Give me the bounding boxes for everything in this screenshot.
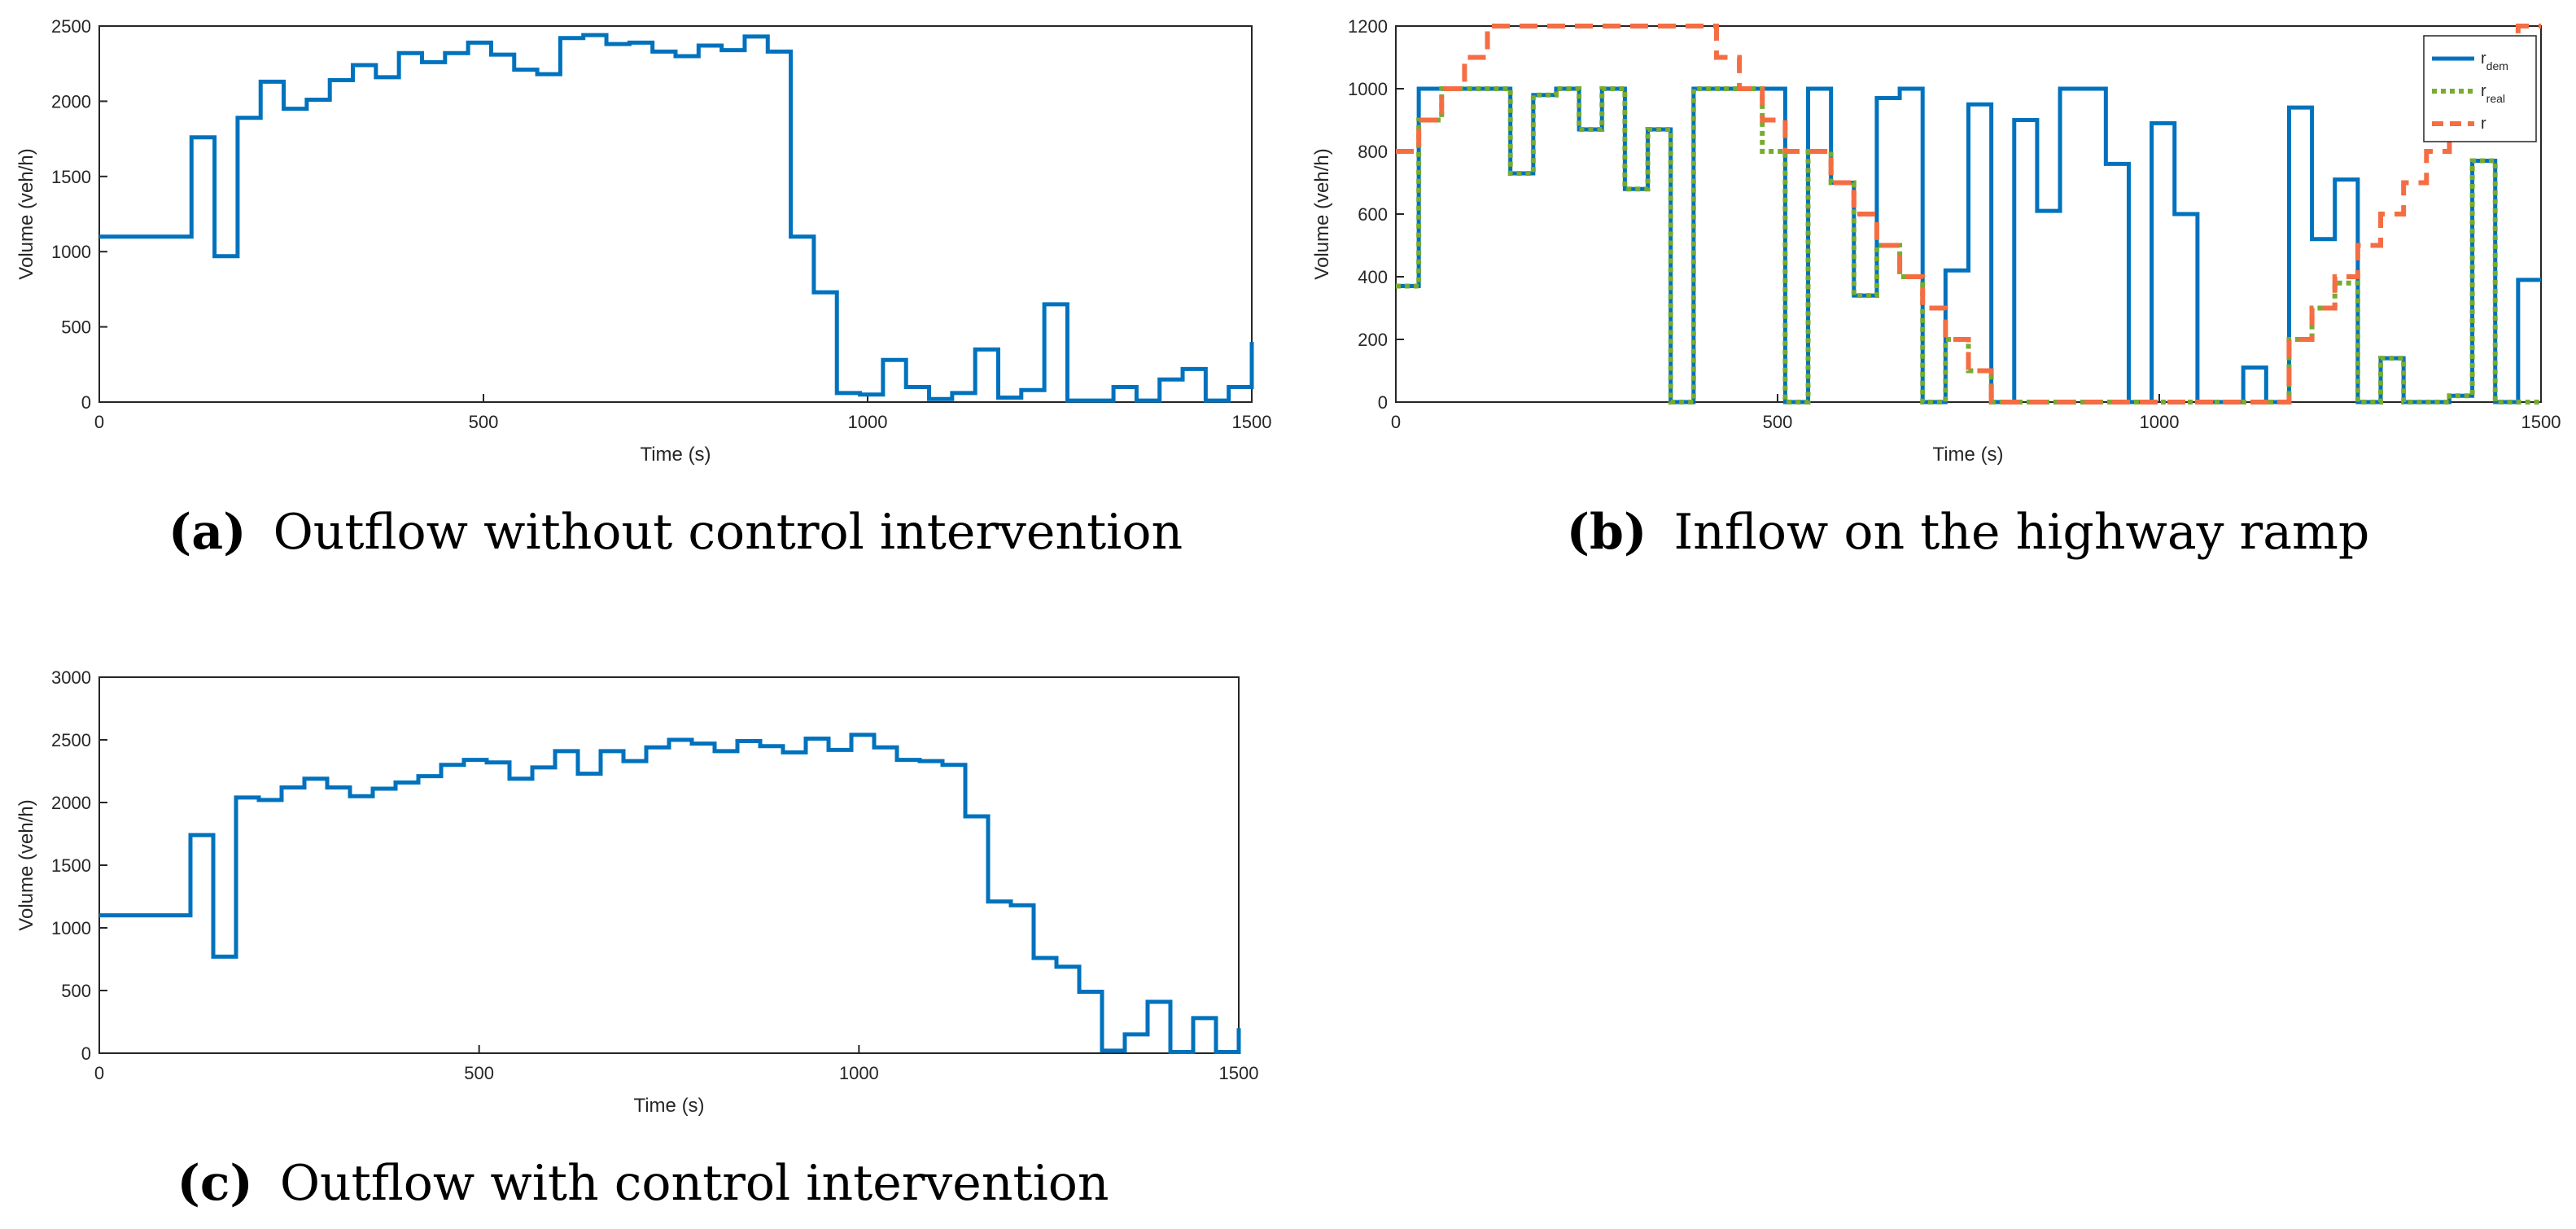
y-tick-label-c-3000: 3000 <box>51 667 91 688</box>
caption-letter-c: (c) <box>177 1155 252 1212</box>
plot-area-c <box>98 676 1240 1054</box>
caption-c: (c) Outflow with control intervention <box>177 1155 1109 1212</box>
panel-b: 0 500 1000 1500 0 200 400 600 800 1000 1200 Time (… <box>1311 16 2561 561</box>
x-tick-label-a-1000: 1000 <box>848 412 888 432</box>
y-tick-label-b-600: 600 <box>1358 204 1388 225</box>
y-tick-label-b-1000: 1000 <box>1348 79 1388 99</box>
axes-b: 0 500 1000 1500 0 200 400 600 800 1000 1200 <box>1348 16 2561 432</box>
y-tick-label-b-800: 800 <box>1358 142 1388 162</box>
panel-c: 0 500 1000 1500 0 500 1000 1500 2000 2500 3000 Tim… <box>15 667 1258 1212</box>
x-tick-label-c-500: 500 <box>464 1063 494 1083</box>
y-tick-label-a-1500: 1500 <box>51 167 91 187</box>
series-group-a <box>99 33 1254 403</box>
x-tick-label-c-1000: 1000 <box>839 1063 879 1083</box>
caption-b: (b) Inflow on the highway ramp <box>1567 504 2370 561</box>
legend-label-r-real: rreal <box>2481 82 2505 105</box>
panel-a: 0 500 1000 1500 0 500 1000 1500 2000 2500 Time (s… <box>15 16 1271 561</box>
legend-b: rdem rreal r <box>2423 35 2537 142</box>
y-tick-label-a-0: 0 <box>81 392 91 413</box>
x-tick-label-b-0: 0 <box>1391 412 1401 432</box>
series-group-b <box>1396 24 2541 405</box>
x-tick-label-b-500: 500 <box>1763 412 1793 432</box>
y-tick-label-c-2000: 2000 <box>51 793 91 813</box>
y-tick-label-a-2500: 2500 <box>51 16 91 37</box>
y-axis-label-a: Volume (veh/h) <box>15 148 37 279</box>
y-tick-label-b-0: 0 <box>1378 392 1388 413</box>
series-line-b-r <box>1396 24 2541 405</box>
y-tick-label-c-500: 500 <box>61 981 91 1001</box>
y-axis-label-b: Volume (veh/h) <box>1311 148 1333 279</box>
x-tick-label-c-1500: 1500 <box>1219 1063 1259 1083</box>
y-axis-label-c: Volume (veh/h) <box>15 799 37 930</box>
y-tick-label-c-1000: 1000 <box>51 918 91 938</box>
caption-text-c: Outflow with control intervention <box>280 1155 1109 1212</box>
series-group-c <box>99 733 1241 1054</box>
x-tick-label-c-0: 0 <box>94 1063 104 1083</box>
axes-a: 0 500 1000 1500 0 500 1000 1500 2000 2500 <box>51 16 1271 432</box>
x-axis-label-b: Time (s) <box>1932 444 2003 466</box>
x-tick-label-a-1500: 1500 <box>1232 412 1272 432</box>
y-tick-label-b-200: 200 <box>1358 330 1388 350</box>
legend-label-r-dem: rdem <box>2481 50 2508 72</box>
x-axis-label-c: Time (s) <box>633 1095 704 1117</box>
y-tick-label-c-2500: 2500 <box>51 730 91 750</box>
y-tick-label-a-2000: 2000 <box>51 91 91 112</box>
caption-text-a: Outflow without control intervention <box>273 504 1183 561</box>
x-tick-label-b-1000: 1000 <box>2140 412 2180 432</box>
axes-c: 0 500 1000 1500 0 500 1000 1500 2000 2500 3000 <box>51 667 1258 1083</box>
series-line-a-outflow <box>99 33 1254 403</box>
x-axis-label-a: Time (s) <box>640 444 711 466</box>
x-tick-label-a-500: 500 <box>469 412 499 432</box>
caption-letter-b: (b) <box>1567 504 1647 561</box>
x-tick-label-a-0: 0 <box>94 412 104 432</box>
caption-a: (a) Outflow without control intervention <box>168 504 1183 561</box>
y-tick-label-a-500: 500 <box>61 317 91 338</box>
legend-label-r: r <box>2481 115 2486 133</box>
y-tick-label-c-0: 0 <box>81 1043 91 1064</box>
caption-letter-a: (a) <box>168 504 247 561</box>
x-tick-label-b-1500: 1500 <box>2521 412 2561 432</box>
caption-text-b: Inflow on the highway ramp <box>1673 504 2369 561</box>
y-tick-label-b-1200: 1200 <box>1348 16 1388 37</box>
plot-area-a <box>98 25 1253 403</box>
y-tick-label-a-1000: 1000 <box>51 242 91 262</box>
series-line-c-outflow <box>99 733 1241 1054</box>
y-tick-label-b-400: 400 <box>1358 267 1388 287</box>
y-tick-label-c-1500: 1500 <box>51 855 91 876</box>
